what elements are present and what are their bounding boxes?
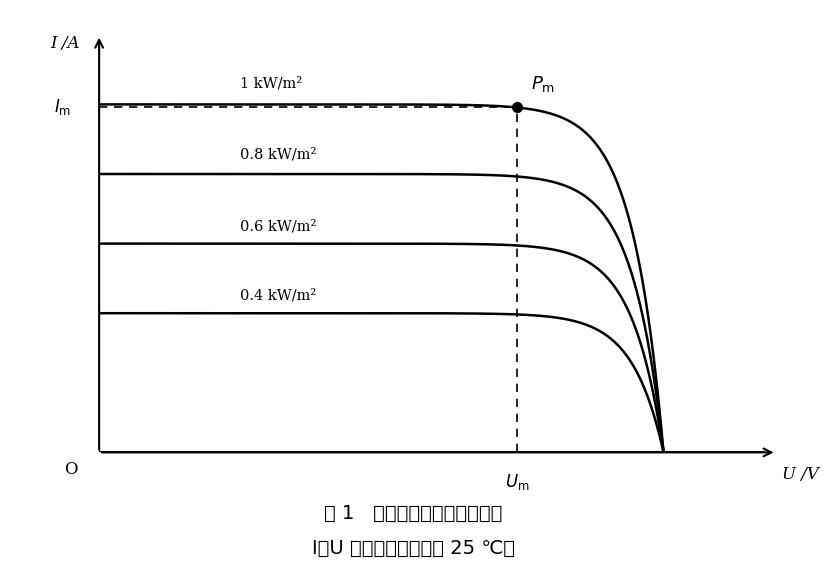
- Text: I /A: I /A: [50, 35, 80, 52]
- Text: $P_{\rm m}$: $P_{\rm m}$: [531, 74, 555, 93]
- Text: O: O: [64, 461, 78, 478]
- Text: $U_{\rm m}$: $U_{\rm m}$: [505, 472, 529, 491]
- Text: $I_{\rm m}$: $I_{\rm m}$: [54, 97, 71, 118]
- Text: 0.6 kW/m²: 0.6 kW/m²: [240, 219, 316, 233]
- Text: 0.4 kW/m²: 0.4 kW/m²: [240, 289, 316, 303]
- Text: 图 1   不同光照下的光伏电池的: 图 1 不同光照下的光伏电池的: [324, 504, 502, 523]
- Text: 0.8 kW/m²: 0.8 kW/m²: [240, 148, 316, 162]
- Text: I－U 特性曲线（温度为 25 ℃）: I－U 特性曲线（温度为 25 ℃）: [311, 539, 515, 557]
- Text: 1 kW/m²: 1 kW/m²: [240, 77, 302, 90]
- Text: U /V: U /V: [782, 466, 819, 483]
